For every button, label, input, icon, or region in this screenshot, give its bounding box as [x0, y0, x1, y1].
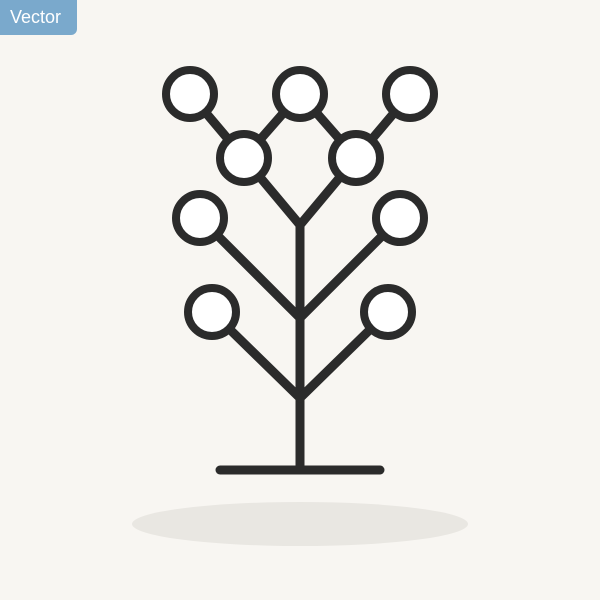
tree-icon	[0, 0, 600, 600]
canvas: Vector	[0, 0, 600, 600]
